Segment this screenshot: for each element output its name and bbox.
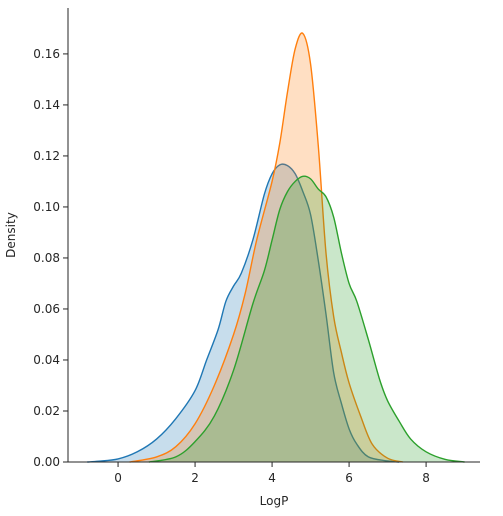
y-tick-label: 0.06	[33, 302, 60, 316]
series-2-area	[129, 33, 403, 463]
plot-series	[87, 32, 465, 463]
y-tick-label: 0.04	[33, 353, 60, 367]
series-3-area	[148, 176, 465, 462]
x-tick-label: 6	[345, 471, 353, 485]
y-ticks: 0.00 0.02 0.04 0.06 0.08 0.10 0.12 0.14 0.16	[33, 47, 68, 469]
y-axis-label: Density	[4, 212, 18, 258]
y-tick-label: 0.16	[33, 47, 60, 61]
x-axis-label: LogP	[260, 494, 289, 508]
x-tick-label: 4	[268, 471, 276, 485]
x-ticks: 0 2 4 6 8	[114, 462, 430, 485]
x-tick-label: 0	[114, 471, 122, 485]
y-tick-label: 0.14	[33, 98, 60, 112]
series-1-area	[87, 164, 400, 463]
x-tick-label: 8	[422, 471, 430, 485]
series-3-line	[148, 175, 465, 463]
x-tick-label: 2	[191, 471, 199, 485]
y-tick-label: 0.08	[33, 251, 60, 265]
series-2-line	[129, 32, 404, 463]
plot-axes	[67, 8, 480, 463]
y-tick-label: 0.12	[33, 149, 60, 163]
y-tick-label: 0.10	[33, 200, 60, 214]
series-1-line	[87, 163, 400, 463]
y-tick-label: 0.02	[33, 404, 60, 418]
y-tick-label: 0.00	[33, 455, 60, 469]
